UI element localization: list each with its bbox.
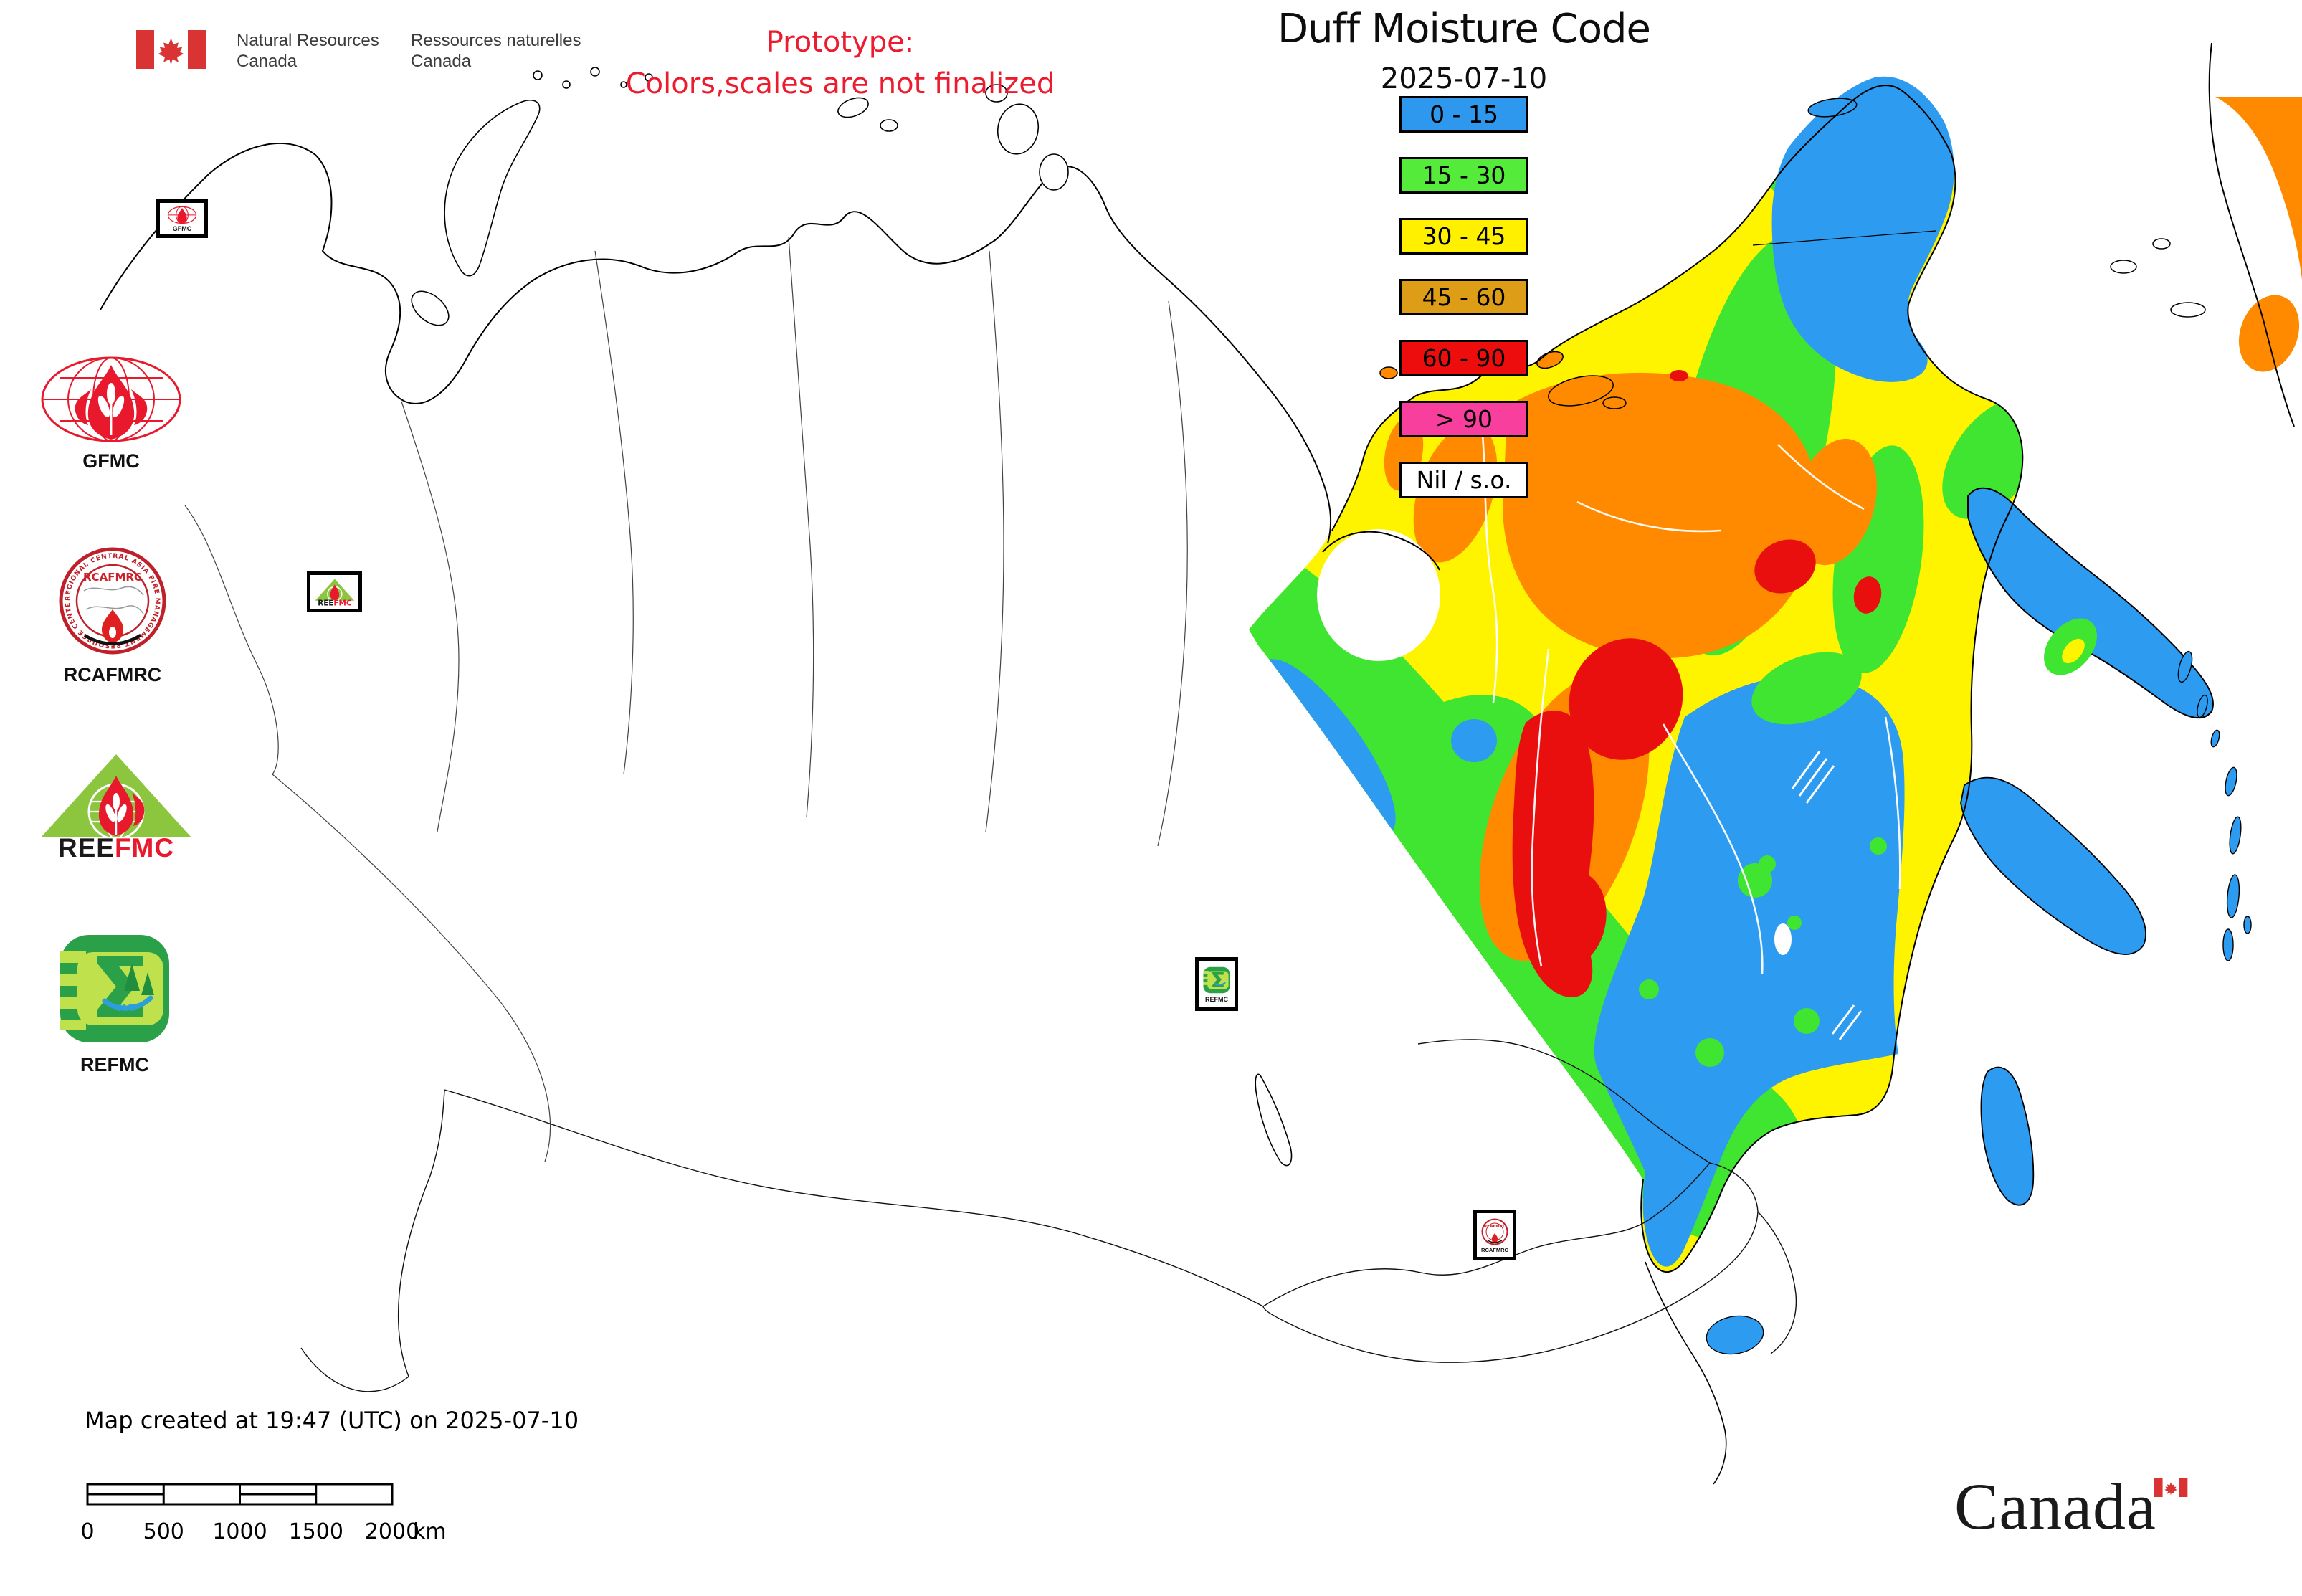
dmc-outlying-areas — [1379, 42, 2302, 1355]
scale-tick-500: 500 — [143, 1519, 184, 1544]
islands — [411, 67, 1293, 1167]
legend-label: 60 - 90 — [1422, 344, 1506, 372]
legend-label: 15 - 30 — [1422, 161, 1506, 189]
rcafmrc-mini-icon: RCAFMRC — [1481, 1218, 1508, 1245]
reefmc-label-black: REE — [58, 833, 115, 859]
southern-borders — [300, 1039, 1797, 1392]
legend-item-15-30: 15 - 30 — [1399, 157, 1528, 194]
rcafmrc-circle-icon: REGIONAL CENTRAL ASIA FIRE MANAGEMENT RE… — [59, 543, 166, 655]
legend-item-60-90: 60 - 90 — [1399, 340, 1528, 376]
scale-tick-2000: 2000 — [365, 1519, 419, 1544]
scale-bar: 0 500 1000 1500 2000 km — [82, 1483, 447, 1544]
rcafmrc-inner-text: RCAFMRC — [83, 571, 142, 584]
canada-wordmark: Canada — [1954, 1468, 2255, 1554]
gfmc-map-marker: GFMC — [156, 199, 208, 238]
page-title: Duff Moisture Code — [1277, 6, 1651, 52]
canada-flag-icon — [136, 30, 206, 69]
prototype-line1: Prototype: — [766, 26, 915, 59]
coastlines — [100, 85, 2024, 1485]
dmc-red-hotspots — [1512, 370, 1882, 997]
legend-item-30-45: 30 - 45 — [1399, 218, 1528, 255]
legend-label: > 90 — [1435, 405, 1493, 433]
legend-label: Nil / s.o. — [1416, 466, 1512, 494]
reefmc-map-marker: REEFMC — [307, 571, 362, 612]
nrcan-english: Natural Resources Canada — [237, 30, 379, 72]
dmc-green-speckles — [1639, 652, 1887, 1067]
rcafmrc-marker-label: RCAFMRC — [1481, 1246, 1508, 1253]
refmc-square-icon: ил — [60, 935, 169, 1042]
nrcan-fr-line1: Ressources naturelles — [411, 31, 581, 50]
dmc-blue-zones — [1451, 76, 1954, 1267]
gfmc-marker-label: GFMC — [172, 224, 192, 232]
refmc-mini-icon — [1203, 966, 1230, 993]
nrcan-en-line1: Natural Resources — [237, 31, 379, 50]
canada-wordmark-text: Canada — [1954, 1470, 2156, 1543]
reefmc-triangle-icon: REEFMC — [41, 754, 191, 859]
dmc-data-region — [1249, 42, 2302, 1355]
legend-item-45-60: 45 - 60 — [1399, 279, 1528, 315]
nrcan-signature: Natural Resources Canada Ressources natu… — [129, 22, 645, 79]
internal-borders — [184, 236, 1188, 1162]
legend-item-nil: Nil / s.o. — [1399, 462, 1528, 498]
reefmc-mini-icon: REEFMC — [315, 579, 354, 607]
rcafmrc-map-marker: RCAFMRC RCAFMRC — [1473, 1210, 1516, 1260]
svg-text:RCAFMRC: RCAFMRC — [1484, 1225, 1506, 1229]
gfmc-label: GFMC — [82, 450, 140, 472]
nrcan-french: Ressources naturelles Canada — [411, 30, 581, 72]
map-date: 2025-07-10 — [1380, 62, 1548, 95]
reefmc-label-red: FMC — [115, 833, 174, 859]
gfmc-globe-flame-icon — [41, 356, 181, 442]
refmc-label: REFMC — [80, 1054, 149, 1075]
gfmc-logo: GFMC — [39, 355, 183, 472]
refmc-map-marker: REFMC — [1195, 957, 1238, 1011]
refmc-marker-label: REFMC — [1205, 995, 1228, 1003]
map-created-text: Map created at 19:47 (UTC) on 2025-07-10 — [85, 1407, 579, 1434]
gfmc-mini-icon — [167, 206, 197, 224]
legend: 0 - 15 15 - 30 30 - 45 45 - 60 60 - 90 >… — [1399, 96, 1528, 523]
svg-text:REEFMC: REEFMC — [58, 833, 174, 859]
refmc-inner-text: ил — [118, 1000, 135, 1015]
nrcan-en-line2: Canada — [237, 52, 298, 71]
scale-unit: km — [413, 1519, 447, 1544]
legend-label: 0 - 15 — [1430, 100, 1498, 128]
legend-item-gt90: > 90 — [1399, 401, 1528, 437]
dmc-nodata-white — [1317, 412, 1901, 1040]
legend-label: 30 - 45 — [1422, 222, 1506, 250]
scale-tick-0: 0 — [82, 1519, 95, 1544]
legend-item-0-15: 0 - 15 — [1399, 96, 1528, 133]
svg-text:REEFMC: REEFMC — [318, 599, 351, 606]
prototype-notice: Prototype: Colors,scales are not finaliz… — [553, 22, 1127, 105]
title-block: Duff Moisture Code 2025-07-10 — [1249, 6, 1679, 95]
reefmc-logo: REEFMC — [39, 751, 194, 859]
rcafmrc-label: RCAFMRC — [63, 664, 162, 685]
rcafmrc-logo: REGIONAL CENTRAL ASIA FIRE MANAGEMENT RE… — [59, 543, 166, 686]
legend-label: 45 - 60 — [1422, 283, 1506, 311]
nrcan-fr-line2: Canada — [411, 52, 472, 71]
scale-tick-1500: 1500 — [289, 1519, 343, 1544]
refmc-logo: ил REFMC — [56, 931, 173, 1076]
prototype-line2: Colors,scales are not finalized — [625, 67, 1055, 100]
scale-tick-1000: 1000 — [212, 1519, 267, 1544]
wordmark-flag-icon — [2154, 1478, 2188, 1497]
